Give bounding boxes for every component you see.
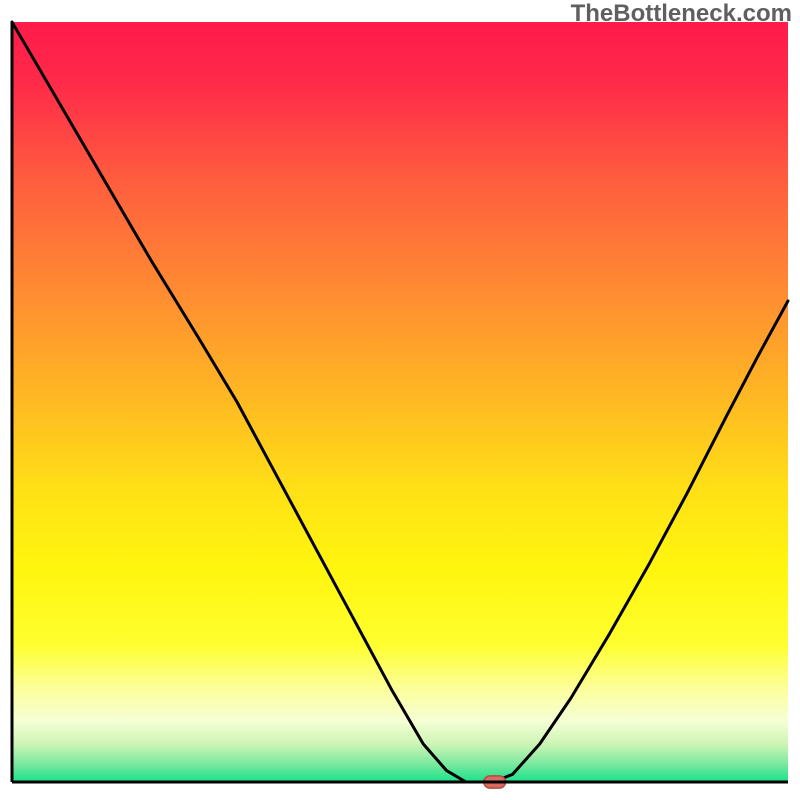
bottleneck-curve-chart <box>0 0 800 800</box>
chart-container: TheBottleneck.com <box>0 0 800 800</box>
watermark-label: TheBottleneck.com <box>571 0 792 28</box>
chart-background <box>12 22 788 782</box>
